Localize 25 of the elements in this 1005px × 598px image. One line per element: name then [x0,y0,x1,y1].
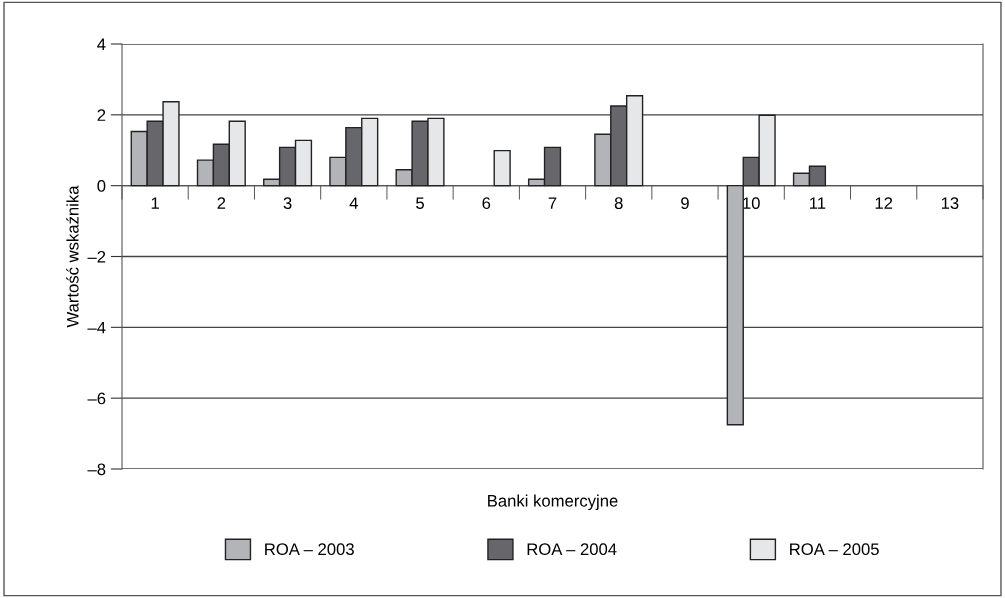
y-tick-label: –6 [87,392,106,405]
x-tick-label: 8 [614,197,623,210]
x-tick-label: 5 [416,197,424,210]
y-tick-label: –8 [87,463,106,476]
x-tick-label: 1 [151,197,159,209]
y-axis-title: Wartość wskaźnika [66,185,79,328]
y-tick-label: 2 [97,109,106,121]
x-tick-label: 9 [681,197,689,210]
x-tick-label: 7 [548,197,557,209]
x-tick-label: 4 [349,197,358,209]
x-tick-label: 6 [482,197,491,210]
x-tick-label: 2 [217,197,226,209]
y-tick-label: 0 [97,180,106,192]
bar [493,149,511,187]
x-axis-title: Banki komercyjne [488,494,618,511]
x-tick-label: 12 [875,197,893,209]
x-tick-label: 3 [283,197,292,210]
x-tick-label: 13 [941,197,959,210]
y-tick-label: 4 [97,38,106,51]
y-tick-label: –4 [87,321,106,334]
legend-label: ROA – 2005 [790,543,879,556]
y-tick-label: –2 [87,250,106,263]
legend-label: ROA – 2003 [265,543,354,556]
x-tick-label: 11 [810,197,826,209]
legend-label: ROA – 2004 [527,543,617,556]
